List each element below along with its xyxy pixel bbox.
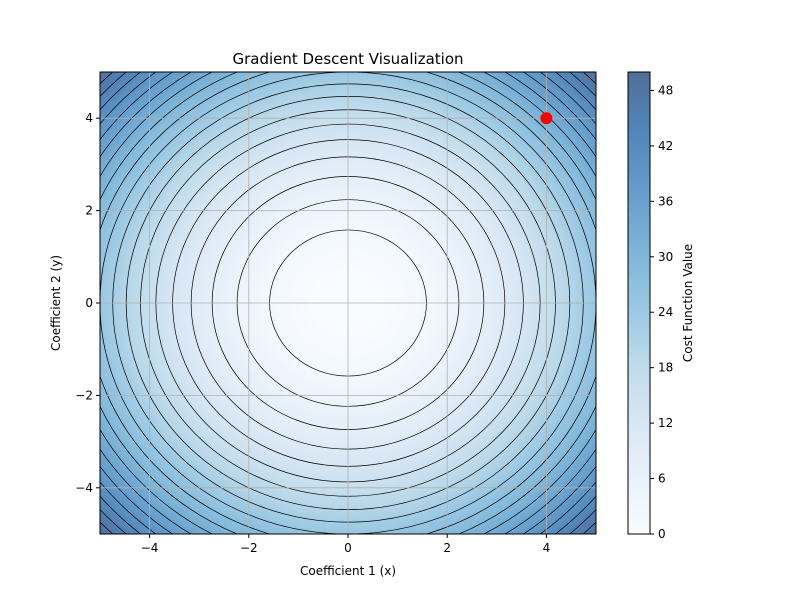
colorbar-tick-label: 30	[658, 250, 673, 264]
y-tick-label: 0	[85, 296, 93, 310]
colorbar-tick-label: 6	[658, 472, 666, 486]
x-tick-label: 0	[344, 541, 352, 555]
colorbar-ticks: 0 6 12 18 24 30 36 42 48	[650, 83, 673, 541]
grid-lines	[100, 72, 596, 534]
x-tick-label: −2	[240, 541, 258, 555]
colorbar-tick-label: 36	[658, 194, 673, 208]
y-tick-label: 4	[85, 111, 93, 125]
current-point-marker	[540, 112, 553, 125]
y-axis-label: Coefficient 2 (y)	[49, 255, 63, 351]
x-tick-label: 2	[443, 541, 451, 555]
colorbar-tick-label: 12	[658, 416, 673, 430]
colorbar-tick-label: 18	[658, 361, 673, 375]
y-tick-label: −2	[75, 388, 93, 402]
x-axis-label: Coefficient 1 (x)	[300, 564, 396, 578]
y-axis-ticks: −4 −2 0 2 4	[75, 111, 100, 495]
colorbar-frame	[627, 71, 651, 535]
x-tick-label: −4	[141, 541, 159, 555]
y-tick-label: 2	[85, 204, 93, 218]
x-axis-ticks: −4 −2 0 2 4	[141, 534, 550, 555]
colorbar-tick-label: 42	[658, 139, 673, 153]
colorbar-tick-label: 0	[658, 527, 666, 541]
colorbar-tick-label: 48	[658, 83, 673, 97]
colorbar-label: Cost Function Value	[681, 244, 695, 362]
colorbar: 0 6 12 18 24 30 36 42 48	[627, 71, 673, 541]
chart-title: Gradient Descent Visualization	[232, 50, 463, 68]
y-tick-label: −4	[75, 481, 93, 495]
x-tick-label: 4	[543, 541, 551, 555]
data-points	[540, 112, 553, 125]
plot-area	[99, 71, 597, 535]
colorbar-tick-label: 24	[658, 305, 673, 319]
